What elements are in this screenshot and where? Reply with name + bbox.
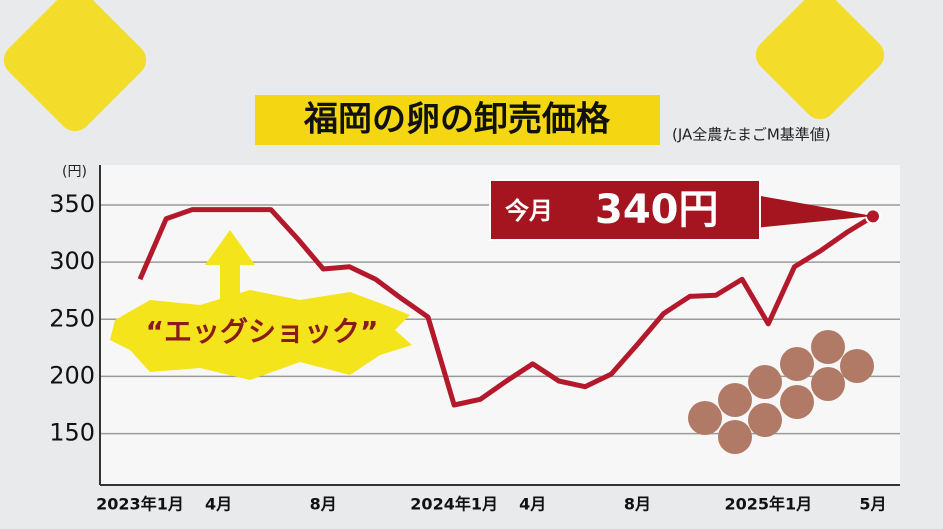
decor [3, 0, 147, 132]
callout: 今月 340円 [489, 179, 873, 241]
callout-label: 今月 [505, 197, 553, 225]
arrow-up [205, 230, 255, 300]
x-tick-label: 2023年1月 [96, 495, 184, 514]
annotation: “エッグショック” [146, 315, 379, 348]
decor [755, 0, 885, 120]
y-tick-label: 250 [49, 304, 95, 332]
y-tick-label: 200 [49, 361, 95, 389]
x-tick-label: 8月 [310, 495, 337, 514]
title-box [255, 95, 660, 145]
x-tick-label: 5月 [859, 495, 886, 514]
chart-subtitle: (JA全農たまごM基準値) [672, 126, 831, 144]
y-unit: (円) [62, 164, 87, 180]
chart-title: 福岡の卵の卸売価格 [303, 100, 611, 140]
x-tick-label: 8月 [624, 495, 651, 514]
egg-tray [688, 330, 874, 454]
x-tick-label: 2024年1月 [410, 495, 498, 514]
y-tick-label: 150 [49, 419, 95, 447]
data-line [137, 207, 875, 408]
x-tick-label: 2025年1月 [724, 495, 812, 514]
y-tick-label: 350 [49, 190, 95, 218]
value-label: 340円 [595, 187, 719, 233]
x-tick-label: 4月 [205, 495, 232, 514]
x-tick-label: 4月 [519, 495, 546, 514]
burst [110, 290, 412, 380]
y-tick-label: 300 [49, 247, 95, 275]
